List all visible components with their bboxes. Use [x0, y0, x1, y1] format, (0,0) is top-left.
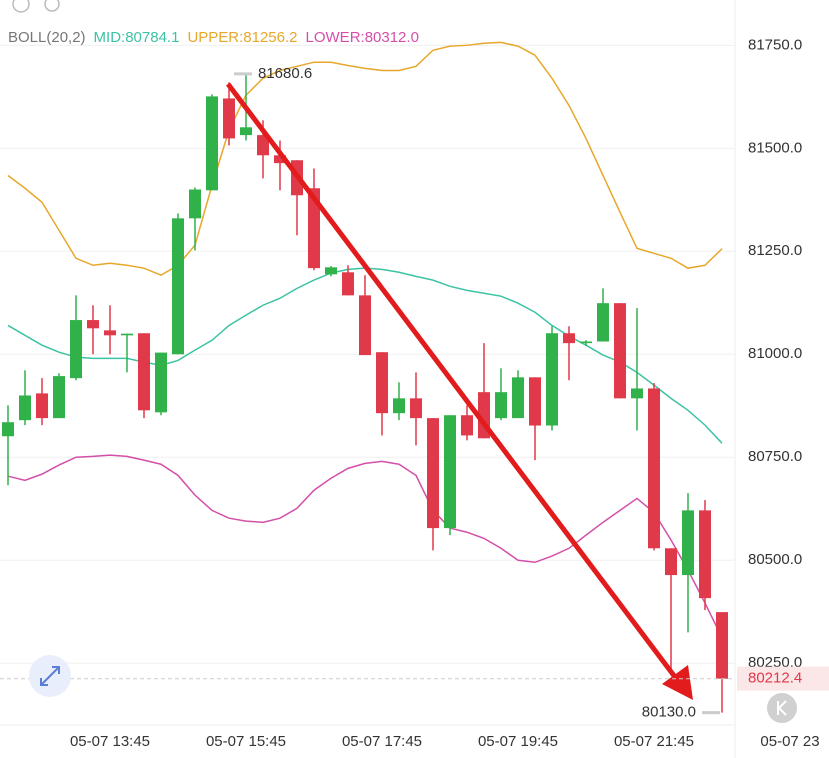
- x-tick-label: 05-07 15:45: [206, 733, 286, 750]
- x-tick-label: 05-07 21:45: [614, 733, 694, 750]
- candle-body: [461, 415, 473, 436]
- candle-body: [580, 341, 592, 344]
- candle-body: [665, 548, 677, 576]
- low-label: 80130.0: [642, 704, 696, 721]
- k-button[interactable]: [767, 693, 797, 723]
- band-line: [7, 41, 723, 277]
- legend-entry: LOWER:80312.0: [306, 29, 419, 46]
- candle-body: [2, 422, 14, 437]
- last-price-label: 80212.4: [748, 670, 802, 687]
- candle-body: [308, 188, 320, 269]
- candle-body: [240, 127, 252, 136]
- candle-body: [699, 510, 711, 599]
- candle-body: [155, 352, 167, 413]
- candle-body: [53, 376, 65, 419]
- candle-body: [172, 218, 184, 355]
- candle-body: [359, 295, 371, 356]
- candle-body: [716, 612, 728, 679]
- grid: [0, 44, 735, 664]
- candle-body: [529, 377, 541, 426]
- y-tick-label: 81750.0: [748, 36, 802, 53]
- overlay: 81750.0 81500.0 81250.0 81000.0 80750.0 80500…: [0, 36, 829, 750]
- candle-body: [104, 330, 116, 336]
- candle-body: [376, 352, 388, 414]
- candles: [2, 73, 728, 713]
- candle-body: [410, 398, 422, 419]
- expand-icon: [40, 666, 60, 686]
- candle-body: [512, 377, 524, 419]
- last-price-box: [737, 666, 829, 691]
- candle-body: [70, 320, 82, 379]
- candle-body: [206, 96, 218, 191]
- expand-button[interactable]: [29, 655, 71, 697]
- candle-body: [546, 333, 558, 426]
- candle-body: [189, 189, 201, 219]
- y-tick-label: 80750.0: [748, 448, 802, 465]
- legend: BOLL(20,2) MID:80784.1 UPPER:81256.2 LOWER…: [8, 29, 419, 46]
- candle-body: [274, 155, 286, 164]
- candle-body: [325, 267, 337, 275]
- legend-entry: UPPER:81256.2: [187, 29, 297, 46]
- candle-body: [36, 393, 48, 419]
- candle-body: [223, 98, 235, 139]
- candle-body: [87, 320, 99, 329]
- candle-body: [648, 388, 660, 549]
- x-tick-label: 05-07 23: [760, 733, 819, 750]
- candle-body: [495, 392, 507, 419]
- high-label: 81680.6: [258, 65, 312, 82]
- band-line: [7, 454, 723, 639]
- icon[interactable]: [12, 0, 30, 13]
- arrow-head: [662, 665, 693, 700]
- y-tick-label: 80500.0: [748, 551, 802, 568]
- trend-arrow: [226, 82, 693, 700]
- candle-body: [614, 303, 626, 399]
- y-tick-label: 81000.0: [748, 345, 802, 362]
- candle-body: [257, 135, 269, 156]
- candle-body: [342, 272, 354, 296]
- candle-body: [597, 303, 609, 342]
- y-tick-label: 81500.0: [748, 139, 802, 156]
- candle-body: [563, 333, 575, 344]
- arrow-line: [226, 82, 680, 683]
- candle-body: [138, 333, 150, 411]
- top-icons: [12, 0, 60, 13]
- icon[interactable]: [44, 0, 60, 12]
- candle-body: [682, 510, 694, 576]
- candle-body: [631, 388, 643, 399]
- candle-body: [427, 418, 439, 529]
- x-tick-label: 05-07 13:45: [70, 733, 150, 750]
- candle-body: [444, 415, 456, 529]
- k-bg[interactable]: [767, 693, 797, 723]
- legend-entry: MID:80784.1: [94, 29, 180, 46]
- indicator-label: BOLL(20,2): [8, 29, 86, 46]
- k-icon: [777, 700, 787, 716]
- candle-body: [393, 398, 405, 414]
- candle-body: [121, 333, 133, 336]
- candle-body: [19, 395, 31, 421]
- x-tick-label: 05-07 17:45: [342, 733, 422, 750]
- x-tick-label: 05-07 19:45: [478, 733, 558, 750]
- y-tick-label: 81250.0: [748, 242, 802, 259]
